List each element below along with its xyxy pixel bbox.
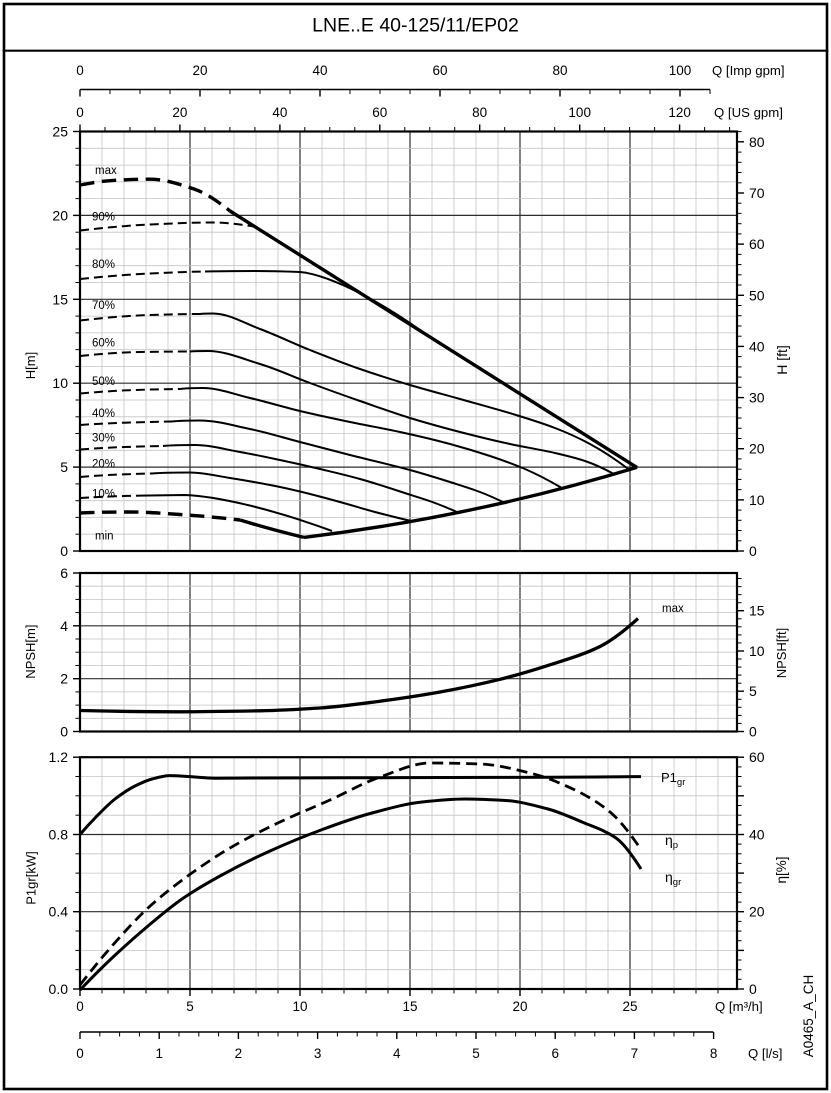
svg-text:20: 20 — [192, 63, 207, 78]
svg-text:0.0: 0.0 — [49, 981, 69, 997]
svg-text:4: 4 — [60, 618, 68, 634]
svg-text:80%: 80% — [92, 259, 115, 271]
svg-text:40: 40 — [749, 338, 765, 354]
svg-text:60: 60 — [432, 63, 447, 78]
svg-text:5: 5 — [186, 999, 194, 1014]
svg-text:0: 0 — [60, 543, 68, 559]
svg-text:8: 8 — [710, 1046, 718, 1061]
svg-text:5: 5 — [472, 1046, 480, 1061]
svg-text:5: 5 — [749, 683, 757, 699]
svg-text:10%: 10% — [92, 489, 115, 501]
svg-text:max: max — [662, 603, 684, 615]
svg-text:60%: 60% — [92, 338, 115, 350]
svg-text:10: 10 — [749, 492, 765, 508]
svg-text:min: min — [95, 530, 114, 542]
svg-text:10: 10 — [749, 643, 765, 659]
svg-text:0: 0 — [76, 63, 84, 78]
svg-text:P1gr[kW]: P1gr[kW] — [24, 851, 39, 904]
svg-text:60: 60 — [372, 105, 387, 120]
svg-text:6: 6 — [60, 565, 68, 581]
svg-text:20: 20 — [749, 904, 765, 920]
svg-text:0: 0 — [76, 105, 84, 120]
svg-text:0.4: 0.4 — [49, 904, 69, 920]
svg-text:15: 15 — [52, 291, 68, 307]
svg-text:90%: 90% — [92, 212, 115, 224]
svg-text:1.2: 1.2 — [49, 749, 69, 765]
svg-text:3: 3 — [314, 1046, 322, 1061]
svg-text:30: 30 — [749, 390, 765, 406]
svg-text:6: 6 — [551, 1046, 559, 1061]
svg-text:max: max — [95, 165, 117, 177]
svg-text:10: 10 — [52, 375, 68, 391]
svg-text:25: 25 — [622, 999, 637, 1014]
svg-text:70%: 70% — [92, 300, 115, 312]
svg-text:70: 70 — [749, 185, 765, 201]
svg-text:40: 40 — [312, 63, 327, 78]
svg-text:20: 20 — [52, 207, 68, 223]
svg-text:100: 100 — [669, 63, 692, 78]
svg-text:2: 2 — [235, 1046, 243, 1061]
svg-text:80: 80 — [472, 105, 487, 120]
svg-text:40%: 40% — [92, 408, 115, 420]
svg-text:4: 4 — [393, 1046, 401, 1061]
svg-text:50: 50 — [749, 287, 765, 303]
svg-text:0: 0 — [749, 543, 757, 559]
svg-text:80: 80 — [552, 63, 567, 78]
svg-text:0: 0 — [60, 724, 68, 740]
svg-text:Q [US gpm]: Q [US gpm] — [714, 105, 783, 120]
svg-text:η[%]: η[%] — [774, 856, 789, 883]
svg-text:0: 0 — [749, 981, 757, 997]
svg-text:60: 60 — [749, 236, 765, 252]
svg-text:Q [m³/h]: Q [m³/h] — [715, 999, 763, 1014]
svg-text:80: 80 — [749, 134, 765, 150]
svg-text:Q [Imp gpm]: Q [Imp gpm] — [712, 63, 785, 78]
svg-text:2: 2 — [60, 671, 68, 687]
svg-text:H [ft]: H [ft] — [774, 345, 790, 375]
svg-text:LNE..E 40-125/11/EP02: LNE..E 40-125/11/EP02 — [312, 15, 519, 37]
svg-text:1: 1 — [155, 1046, 163, 1061]
svg-text:25: 25 — [52, 124, 68, 140]
svg-text:40: 40 — [749, 827, 765, 843]
svg-text:60: 60 — [749, 749, 765, 765]
svg-text:120: 120 — [668, 105, 691, 120]
svg-text:50%: 50% — [92, 376, 115, 388]
svg-text:20: 20 — [749, 441, 765, 457]
svg-text:10: 10 — [292, 999, 307, 1014]
svg-text:20: 20 — [172, 105, 187, 120]
svg-text:15: 15 — [749, 603, 765, 619]
svg-text:A0465_A_CH: A0465_A_CH — [801, 975, 816, 1058]
svg-text:0: 0 — [76, 1046, 84, 1061]
svg-text:0.8: 0.8 — [49, 827, 69, 843]
svg-text:NPSH[ft]: NPSH[ft] — [774, 628, 789, 679]
svg-text:100: 100 — [568, 105, 591, 120]
svg-text:5: 5 — [60, 459, 68, 475]
svg-text:30%: 30% — [92, 432, 115, 444]
svg-text:7: 7 — [631, 1046, 639, 1061]
svg-text:NPSH[m]: NPSH[m] — [23, 625, 38, 679]
svg-text:H[m]: H[m] — [23, 352, 38, 379]
svg-text:20: 20 — [512, 999, 527, 1014]
svg-text:40: 40 — [272, 105, 287, 120]
svg-text:Q [l/s]: Q [l/s] — [748, 1046, 782, 1061]
svg-text:0: 0 — [749, 724, 757, 740]
svg-text:0: 0 — [76, 999, 84, 1014]
svg-text:15: 15 — [402, 999, 417, 1014]
svg-text:20%: 20% — [92, 459, 115, 471]
